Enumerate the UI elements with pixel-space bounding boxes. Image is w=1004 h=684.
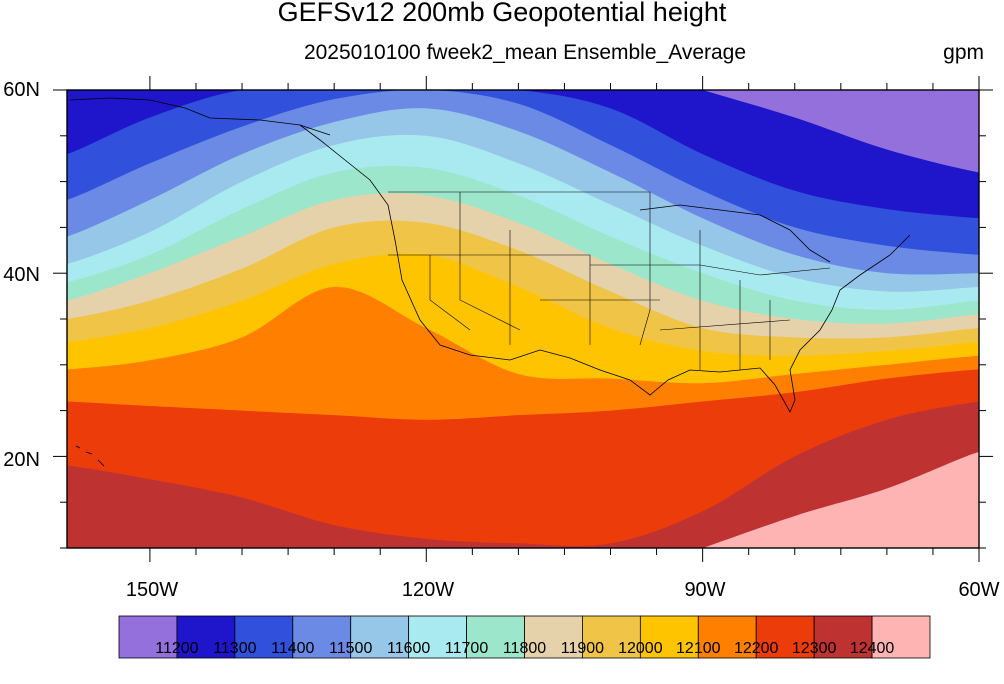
colorbar-label: 12000: [618, 640, 663, 657]
colorbar-label: 11200: [155, 640, 199, 657]
colorbar-swatch: [524, 615, 583, 659]
contour-bands: [67, 90, 979, 548]
lon-label-60w: 60W: [958, 579, 1000, 601]
plot-subtitle: 2025010100 fweek2_mean Ensemble_Average: [303, 41, 747, 64]
colorbar-label: 12200: [733, 640, 779, 657]
colorbar-swatch: [813, 615, 873, 659]
colorbar-label: 11900: [560, 640, 605, 657]
coastline-overlay: [69, 97, 911, 467]
contour-band-12400: [702, 451, 979, 548]
units-label: gpm: [943, 41, 984, 64]
colorbar-label: 11800: [502, 640, 547, 657]
lat-label-40n: 40N: [3, 264, 40, 286]
colorbar-label: 12400: [849, 640, 895, 657]
contour-band-11300: [67, 90, 979, 219]
colorbar-swatch: [292, 615, 352, 659]
colorbar-swatch: [118, 615, 178, 659]
colorbar-label: 12100: [676, 640, 721, 657]
lat-label-20n: 20N: [3, 449, 40, 471]
lon-label-120w: 120W: [401, 579, 455, 601]
colorbar-label: 11500: [329, 640, 373, 657]
lat-label-60n: 60N: [3, 79, 40, 101]
colorbar-label: 11400: [271, 640, 315, 657]
colorbar-label: 11600: [386, 640, 431, 657]
lon-label-150w: 150W: [125, 579, 179, 601]
contour-band-11200: [702, 90, 979, 173]
plot-title: GEFSv12 200mb Geopotential height: [277, 0, 727, 27]
colorbar-swatch: [871, 615, 931, 659]
colorbar-label: 11300: [213, 640, 257, 657]
colorbar-swatch: [176, 615, 236, 659]
colorbar: [118, 615, 931, 659]
colorbar-label: 12300: [791, 640, 837, 657]
lon-label-90w: 90W: [684, 579, 726, 601]
colorbar-label: 11700: [444, 640, 489, 657]
state-borders-overlay: [388, 191, 831, 370]
colorbar-swatch: [466, 615, 525, 659]
colorbar-swatch: [350, 615, 410, 659]
axis-ticks: [53, 76, 993, 562]
colorbar-swatch: [408, 615, 467, 659]
colorbar-swatch: [697, 615, 757, 659]
colorbar-swatch: [234, 615, 294, 659]
